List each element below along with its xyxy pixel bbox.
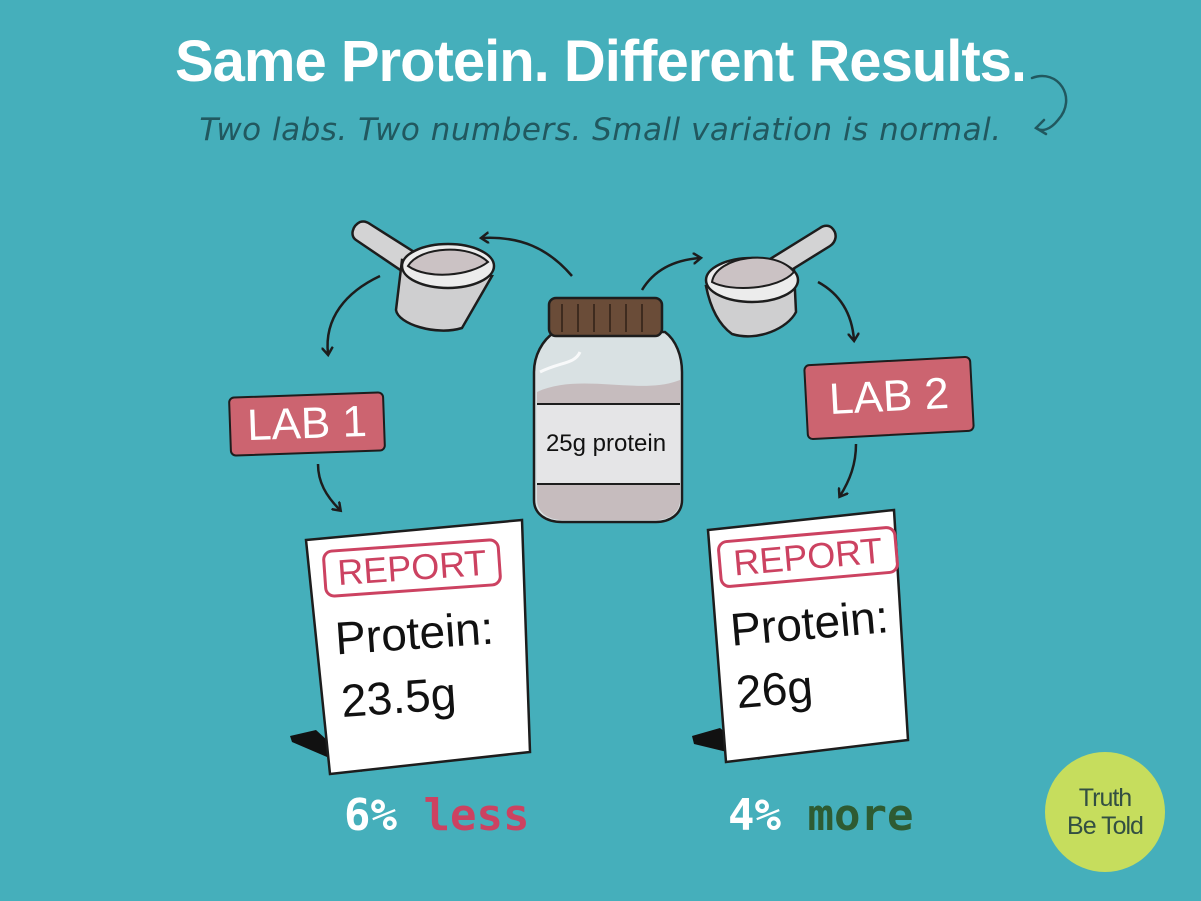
result-right: 4% more: [728, 790, 913, 841]
result-percent-right: 4%: [728, 790, 781, 841]
result-left: 6% less: [344, 790, 529, 841]
protein-jar-icon: [532, 296, 684, 524]
scoop-right-icon: [704, 224, 837, 338]
scoop-left-icon: [351, 220, 496, 332]
logo-line-1: Truth: [1078, 784, 1132, 812]
result-word-left: less: [423, 790, 530, 841]
page-subtitle: Two labs. Two numbers. Small variation i…: [199, 112, 1002, 148]
result-percent-left: 6%: [344, 790, 397, 841]
report-card-left: [290, 518, 532, 776]
arrow-lab1-to-report: [316, 463, 340, 510]
page-title: Same Protein. Different Results.: [174, 29, 1027, 94]
jar-label: 25g protein: [545, 430, 667, 457]
truth-be-told-logo: Truth Be Told: [1045, 752, 1165, 872]
title-curl-arrow: [1030, 74, 1068, 132]
arrow-jar-to-right-scoop: [640, 258, 700, 291]
result-word-right: more: [807, 790, 914, 841]
logo-line-2: Be Told: [1067, 812, 1144, 840]
report-card-right: [692, 508, 910, 764]
arrow-jar-to-left-scoop: [482, 238, 573, 277]
report-protein-label-left: Protein:: [333, 601, 496, 665]
report-protein-value-right: 26g: [733, 659, 815, 719]
arrow-lab2-to-report: [840, 443, 858, 496]
lab-tag-1: LAB 1: [228, 391, 386, 457]
arrow-right-scoop-to-lab2: [817, 280, 854, 340]
lab-tag-2: LAB 2: [803, 355, 975, 441]
report-protein-value-left: 23.5g: [339, 667, 458, 727]
arrow-left-scoop-to-lab1: [328, 274, 381, 354]
